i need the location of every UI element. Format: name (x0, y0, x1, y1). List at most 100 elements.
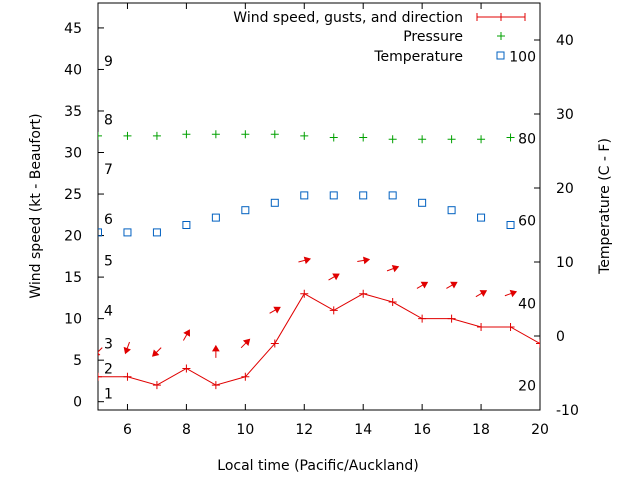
temperature-point (241, 206, 250, 215)
y-left-tick-label: 20 (64, 229, 82, 245)
pressure-point (241, 130, 250, 139)
plot-frame (97, 2, 541, 411)
wind-speed-point (447, 314, 456, 323)
temperature-point (182, 221, 191, 229)
wind-speed-point (211, 381, 220, 390)
wind-direction-arrowhead (509, 289, 518, 298)
x-tick-label: 14 (354, 422, 372, 438)
wind-speed-point (241, 372, 250, 381)
y-right-axis-label: Temperature (C - F) (597, 138, 613, 275)
wind-speed-point (270, 339, 279, 348)
y-right-tick-label: 20 (556, 181, 574, 197)
wind-direction-arrowhead (183, 329, 191, 337)
series-layer (98, 130, 540, 390)
beaufort-label: 2 (104, 361, 113, 377)
x-tick-label: 16 (413, 422, 431, 438)
y-left-tick-label: 15 (64, 270, 82, 286)
wind-speed-point (329, 306, 338, 315)
beaufort-label: 4 (104, 303, 113, 319)
pressure-point (477, 135, 486, 144)
beaufort-label: 9 (104, 54, 113, 70)
pressure-point (152, 131, 161, 140)
temperature-point (418, 198, 427, 207)
y-right-tick-labels: -10 0 10 20 30 40 (556, 33, 579, 419)
pressure-point (98, 131, 102, 140)
temperature-point (447, 206, 456, 215)
beaufort-label: 7 (104, 162, 113, 178)
wind-speed-line (98, 293, 540, 386)
y-left-tick-labels: 0 5 10 15 20 25 30 35 40 45 (64, 21, 82, 411)
legend: Wind speed, gusts, and direction Pressur… (233, 10, 526, 65)
wind-direction-arrowhead (273, 306, 281, 314)
pressure-point (388, 135, 397, 144)
wind-speed-point (123, 372, 132, 381)
y-left-tick-label: 45 (64, 21, 82, 37)
y-left-tick-label: 25 (64, 187, 82, 203)
wind-speed-point (300, 289, 309, 298)
x-tick-label: 18 (472, 422, 490, 438)
pressure-point (359, 133, 368, 142)
pressure-point (182, 130, 191, 139)
y-right-tick-label: 0 (556, 329, 565, 345)
y-right-tick-label: -10 (556, 403, 579, 419)
wind-direction-arrowhead (242, 338, 251, 346)
temperature-point (123, 228, 132, 237)
x-tick-label: 10 (236, 422, 254, 438)
pressure-point (211, 130, 220, 139)
x-tick-label: 12 (295, 422, 313, 438)
temperature-point (152, 228, 161, 237)
fahrenheit-label: 80 (518, 131, 536, 147)
legend-temperature-marker (496, 51, 505, 60)
wind-speed-point (418, 314, 427, 323)
temperature-point (329, 191, 338, 200)
x-axis-label: Local time (Pacific/Auckland) (217, 458, 418, 474)
legend-wind-marker (497, 13, 505, 21)
temperature-point (300, 191, 309, 200)
wind-speed-point (152, 381, 161, 390)
wind-direction-arrowhead (123, 346, 131, 355)
fahrenheit-label: 40 (518, 296, 536, 312)
x-tick-label: 6 (123, 422, 132, 438)
legend-temperature-label: Temperature (373, 49, 463, 65)
wind-direction-arrowhead (211, 344, 220, 352)
temperature-point (211, 213, 220, 222)
wind-direction-arrow (98, 347, 103, 353)
y-right-tick-label: 10 (556, 255, 574, 271)
temperature-point (359, 191, 368, 200)
y-right-tick-label: 30 (556, 107, 574, 123)
y-left-tick-label: 35 (64, 104, 82, 120)
temperature-point (98, 228, 102, 237)
y-left-tick-label: 30 (64, 146, 82, 162)
fahrenheit-label: 20 (518, 379, 536, 395)
x-tick-label: 8 (182, 422, 191, 438)
fahrenheit-scale-labels: 20 40 60 80 100 (509, 49, 536, 394)
legend-wind-label: Wind speed, gusts, and direction (233, 10, 463, 26)
pressure-point (447, 135, 456, 144)
beaufort-label: 5 (104, 253, 113, 269)
temperature-point (270, 198, 279, 207)
legend-pressure-label: Pressure (403, 29, 463, 45)
wind-direction-arrowhead (420, 281, 429, 289)
wind-direction-arrowhead (152, 349, 160, 357)
wind-speed-point (182, 364, 191, 373)
wind-speed-point (477, 322, 486, 331)
pressure-point (300, 131, 309, 140)
wind-direction-arrowhead (303, 256, 312, 265)
x-tick-labels: 6 8 10 12 14 16 18 20 (123, 422, 549, 438)
wind-direction-arrowhead (332, 273, 340, 281)
y-left-tick-label: 10 (64, 312, 82, 328)
wind-speed-point (506, 322, 515, 331)
y-left-tick-label: 40 (64, 62, 82, 78)
wind-direction-arrowhead (479, 290, 488, 297)
wind-speed-point (536, 339, 540, 348)
x-tick-label: 20 (531, 422, 549, 438)
y-right-tick-label: 40 (556, 33, 574, 49)
fahrenheit-label: 60 (518, 214, 536, 230)
wind-speed-point (98, 372, 102, 381)
wind-direction-arrowhead (98, 352, 101, 356)
wind-speed-point (388, 298, 397, 307)
wind-direction-arrowhead (450, 281, 458, 289)
temperature-point (388, 191, 397, 200)
pressure-point (506, 133, 515, 142)
